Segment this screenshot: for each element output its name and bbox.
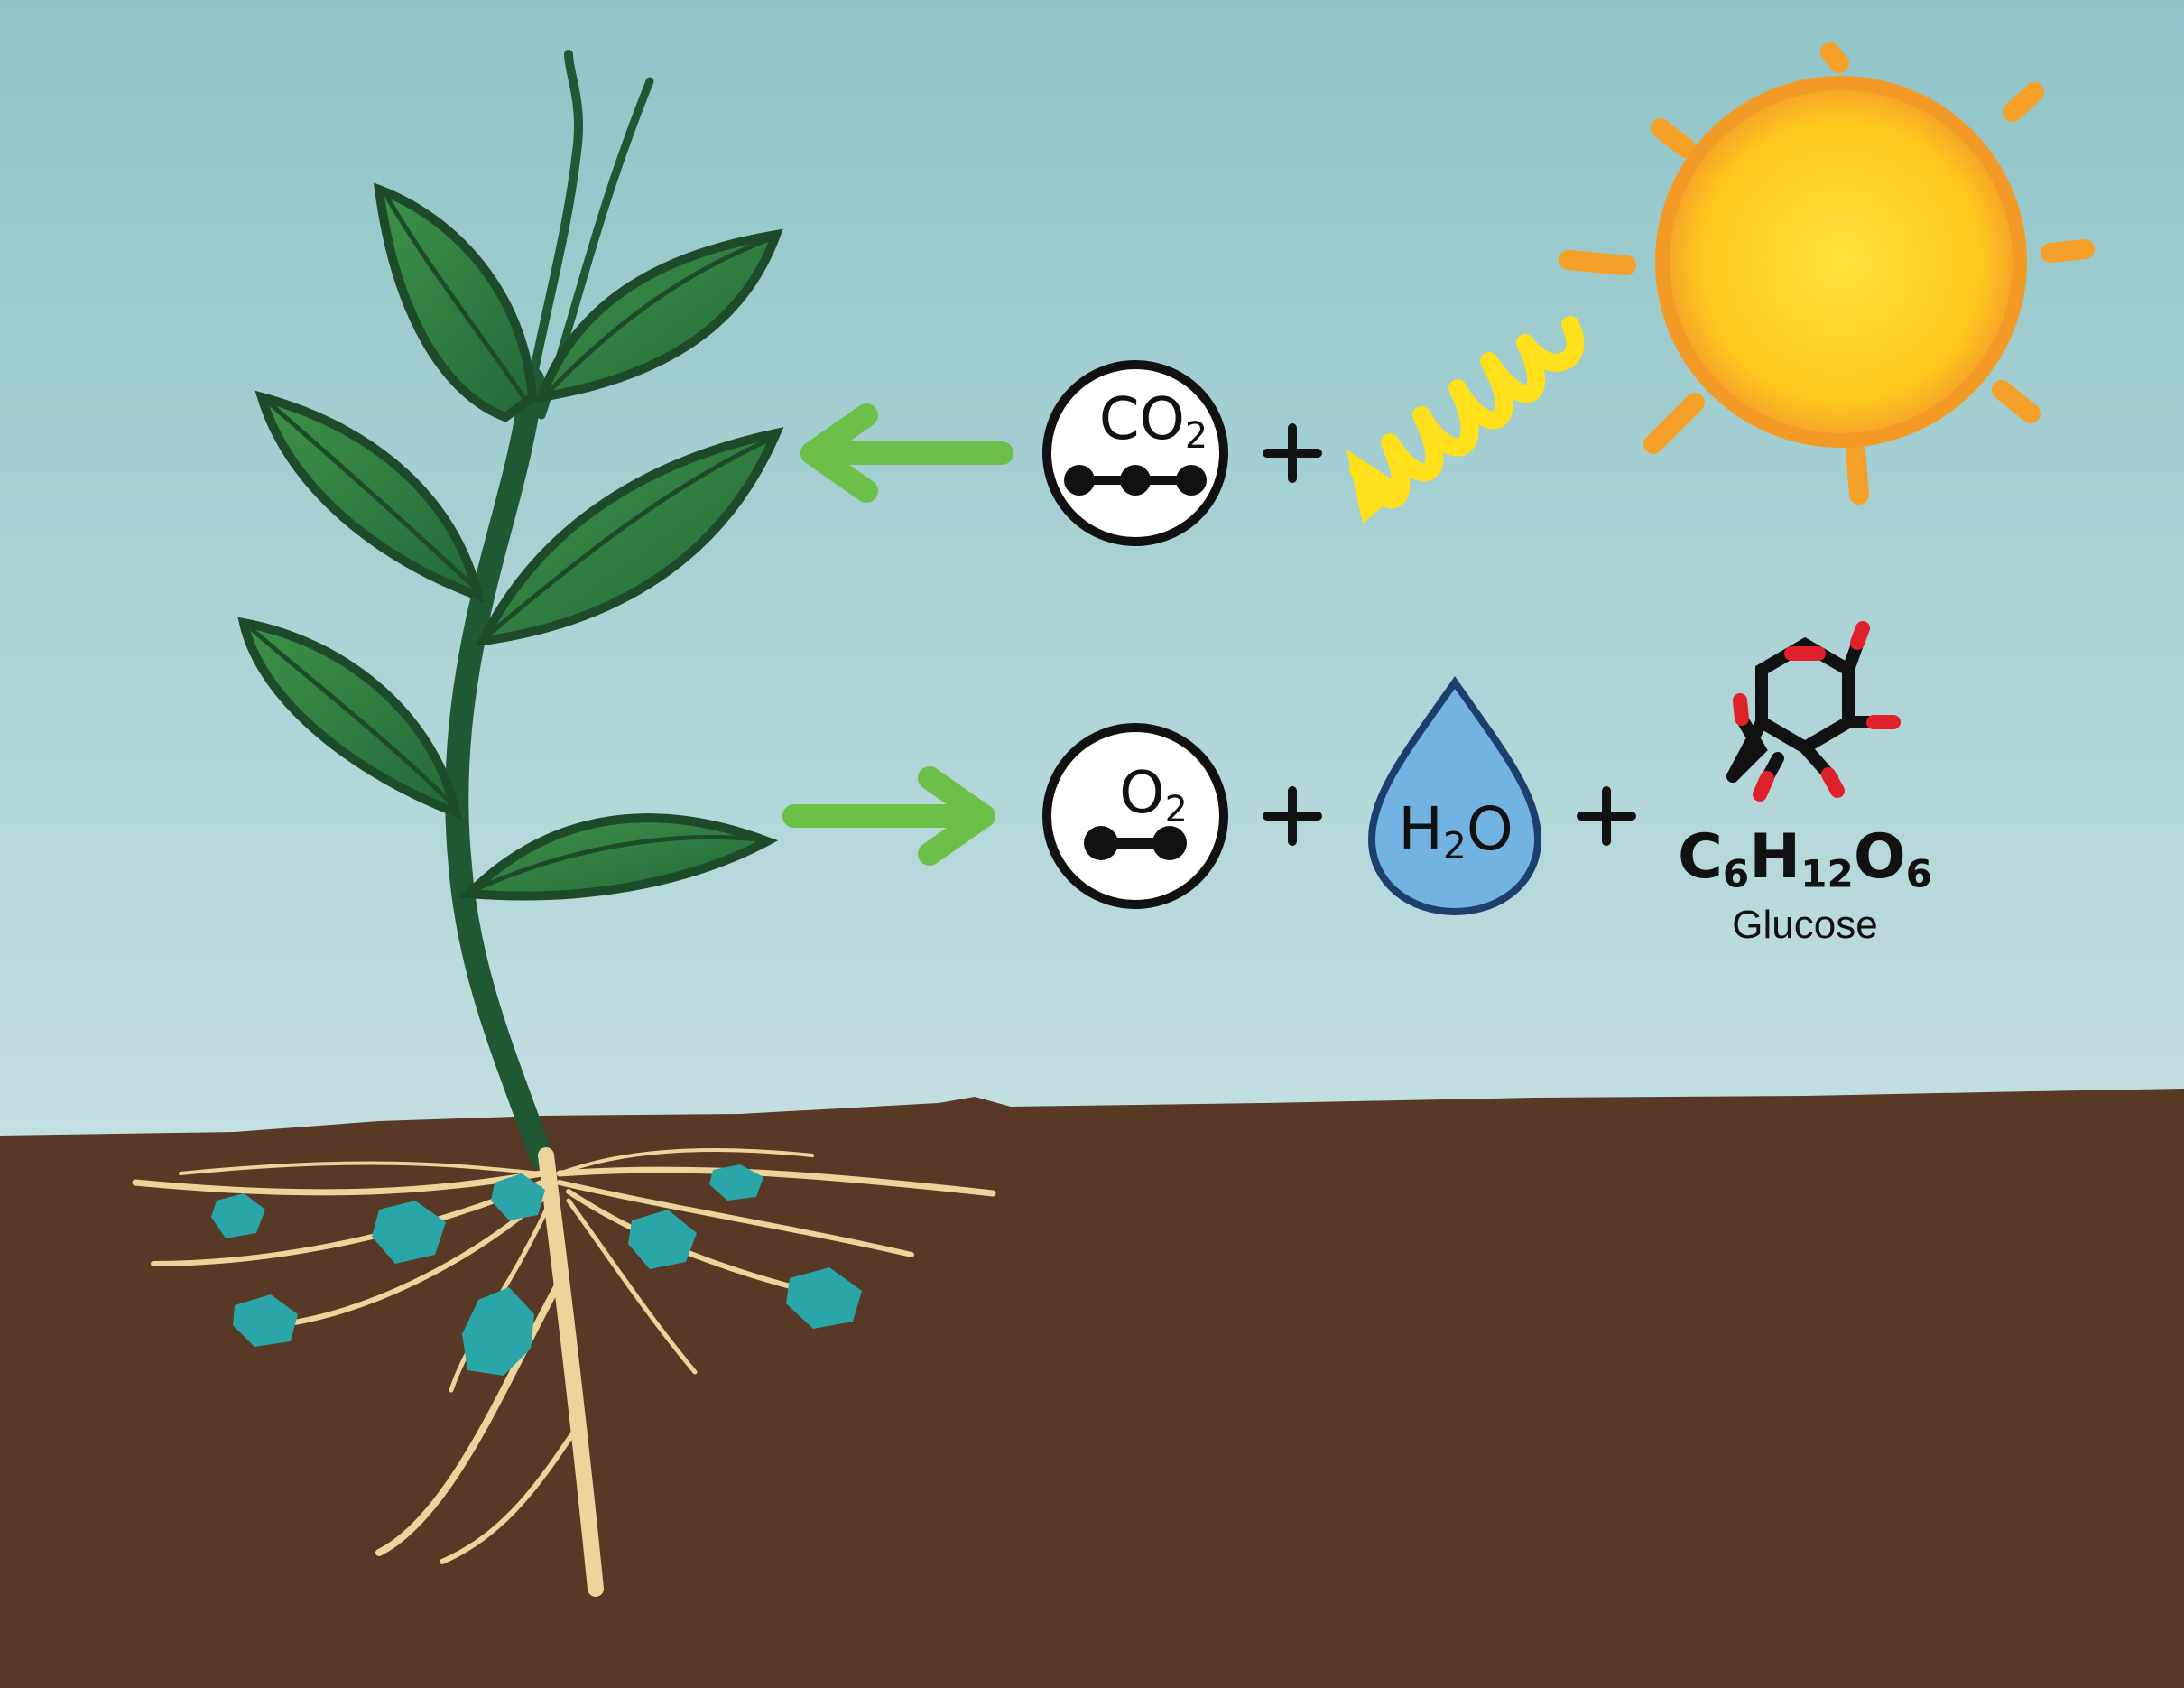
soil-water-particles bbox=[211, 1164, 862, 1376]
plus-sign bbox=[1263, 423, 1636, 846]
light-wave-icon bbox=[1346, 316, 1585, 524]
arrow-left-icon bbox=[800, 403, 1013, 503]
plant-icon bbox=[237, 50, 784, 1169]
o2-molecule-icon bbox=[1042, 723, 1228, 909]
water-drop-icon bbox=[1367, 676, 1542, 916]
soil-ground bbox=[0, 1089, 2184, 1688]
h2o-label: H2O bbox=[1398, 794, 1513, 868]
glucose-ring-icon bbox=[1726, 621, 1901, 802]
leaf bbox=[534, 228, 783, 403]
leaf bbox=[237, 617, 462, 821]
co2-molecule-icon bbox=[1042, 360, 1228, 546]
arrow-right-icon bbox=[782, 766, 995, 866]
glucose-name: Glucose bbox=[1732, 903, 1878, 947]
co2-label: CO2 bbox=[1098, 386, 1208, 457]
leaf bbox=[254, 390, 486, 603]
o2-label: O2 bbox=[1119, 760, 1188, 830]
glucose-formula: C6H12O6 bbox=[1678, 821, 1932, 896]
leaf bbox=[475, 427, 784, 647]
sun-icon bbox=[1559, 42, 2095, 505]
